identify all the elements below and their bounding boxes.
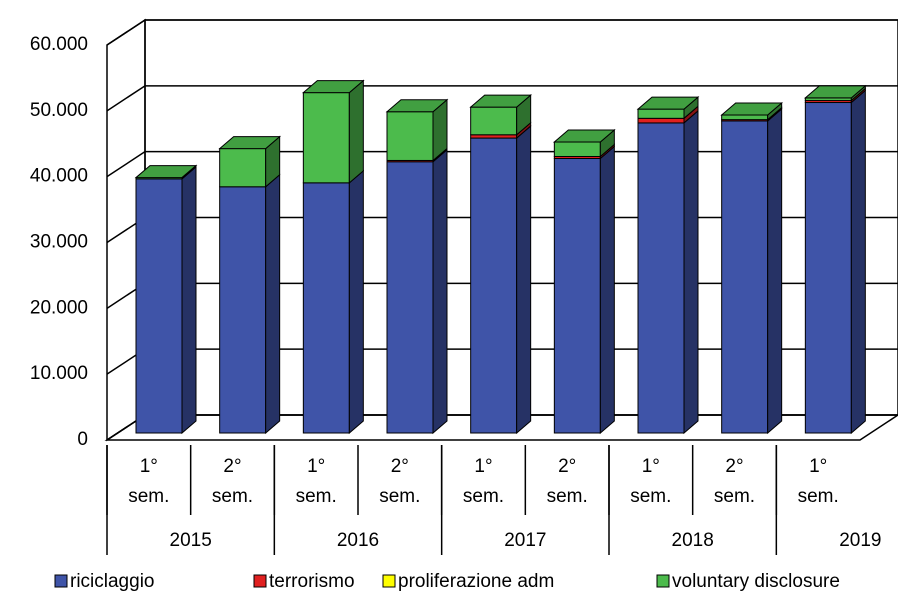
- legend-label: proliferazione adm: [398, 571, 554, 592]
- bar-side: [348, 79, 364, 184]
- grid-line: [106, 85, 898, 112]
- y-tick-label: 20.000: [30, 297, 88, 318]
- bar-front: [386, 161, 434, 434]
- bar-front: [470, 137, 518, 434]
- bar-side: [599, 145, 615, 435]
- y-tick-label: 50.000: [30, 100, 88, 121]
- group-label: 2017: [504, 530, 546, 551]
- x-tick-label: sem.: [463, 486, 504, 507]
- bar-side: [767, 107, 783, 435]
- x-tick-label: 1°: [307, 456, 325, 477]
- x-tick-label: sem.: [128, 486, 169, 507]
- legend-swatch: [656, 574, 670, 588]
- x-tick-label: 2°: [391, 456, 409, 477]
- legend-swatch: [54, 574, 68, 588]
- bar-front: [135, 178, 183, 434]
- y-tick-label: 10.000: [30, 363, 88, 384]
- y-tick-label: 30.000: [30, 232, 88, 253]
- bar-side: [432, 148, 448, 435]
- legend-swatch: [253, 574, 267, 588]
- bar-front: [302, 92, 350, 184]
- y-tick-label: 40.000: [30, 166, 88, 187]
- bar-top: [218, 136, 282, 150]
- bar-front: [637, 108, 685, 119]
- bar-front: [219, 148, 267, 188]
- x-tick-label: sem.: [379, 486, 420, 507]
- x-tick-label: 1°: [809, 456, 827, 477]
- bar-side: [181, 165, 197, 435]
- x-tick-label: sem.: [212, 486, 253, 507]
- bar-front: [302, 182, 350, 434]
- y-tick-label: 60.000: [30, 34, 88, 55]
- bar-top: [134, 165, 198, 179]
- bar-top: [385, 99, 449, 113]
- bar-side: [348, 169, 364, 435]
- x-tick-label: sem.: [798, 486, 839, 507]
- bar-top: [301, 80, 365, 94]
- group-label: 2019: [839, 530, 881, 551]
- bar-top: [720, 102, 784, 116]
- bar-top: [803, 85, 867, 99]
- bar-side: [683, 109, 699, 435]
- grid-line: [106, 19, 898, 46]
- bar-front: [721, 114, 769, 121]
- legend-swatch: [382, 574, 396, 588]
- x-tick-label: 1°: [474, 456, 492, 477]
- bar-top: [552, 129, 616, 143]
- x-tick-label: sem.: [714, 486, 755, 507]
- bar-front: [637, 117, 685, 124]
- legend-label: voluntary disclosure: [672, 571, 840, 592]
- legend-label: riciclaggio: [70, 571, 154, 592]
- x-tick-label: 2°: [223, 456, 241, 477]
- group-label: 2015: [170, 530, 212, 551]
- legend-label: terrorismo: [269, 571, 355, 592]
- bar-top: [636, 96, 700, 110]
- bar-front: [386, 111, 434, 161]
- y-tick-label: 0: [77, 429, 88, 450]
- bar-front: [470, 106, 518, 136]
- bar-top: [469, 94, 533, 108]
- bar-side: [516, 124, 532, 435]
- bar-front: [637, 122, 685, 434]
- bar-front: [553, 157, 601, 434]
- x-tick-label: sem.: [547, 486, 588, 507]
- x-tick-label: 1°: [140, 456, 158, 477]
- bar-side: [265, 173, 281, 435]
- bar-side: [850, 89, 866, 435]
- group-label: 2016: [337, 530, 379, 551]
- bar-front: [804, 102, 852, 434]
- bar-front: [553, 141, 601, 157]
- x-tick-label: 1°: [642, 456, 660, 477]
- x-tick-label: 2°: [725, 456, 743, 477]
- x-tick-label: sem.: [630, 486, 671, 507]
- group-label: 2018: [672, 530, 714, 551]
- x-tick-label: 2°: [558, 456, 576, 477]
- bar-front: [219, 186, 267, 434]
- bar-front: [721, 120, 769, 434]
- x-tick-label: sem.: [296, 486, 337, 507]
